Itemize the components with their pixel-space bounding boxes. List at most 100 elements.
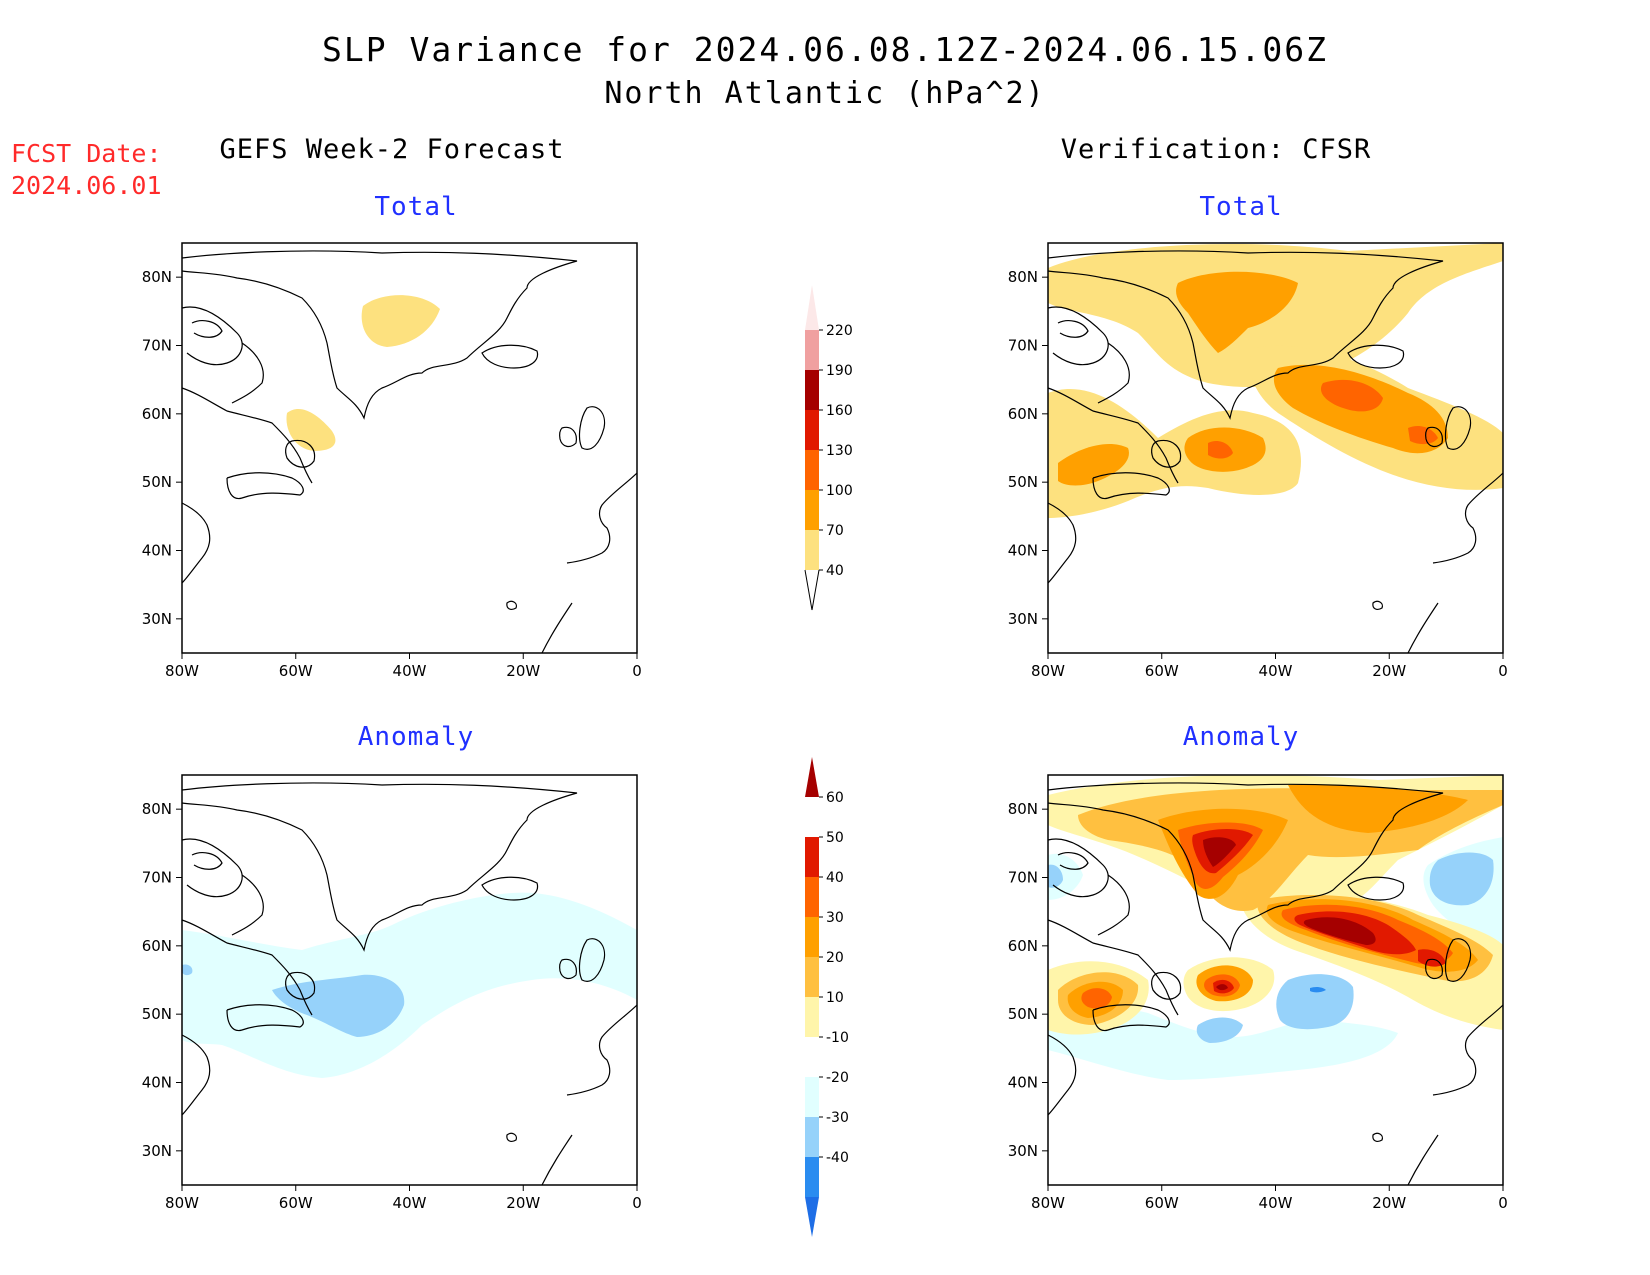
lat-tick-label: 30N <box>142 610 172 628</box>
colorbar-label: -20 <box>826 1070 849 1086</box>
coastline <box>226 472 304 500</box>
lon-tick-label: 20W <box>1372 1194 1406 1212</box>
colorbar-label: 70 <box>826 523 844 539</box>
colorbar-swatch <box>805 370 819 410</box>
coastline <box>1092 1004 1170 1032</box>
panel-title-verification-anomaly: Anomaly <box>1182 722 1300 752</box>
lon-tick-label: 40W <box>1259 662 1293 680</box>
coastline <box>481 344 539 369</box>
anomaly-region <box>272 974 405 1037</box>
coastline <box>226 1004 304 1032</box>
coastline <box>191 852 223 870</box>
plot-subtitle: North Atlantic (hPa^2) <box>604 76 1046 111</box>
coastline <box>181 306 243 366</box>
anomaly-shading <box>1048 775 1503 1080</box>
variance-region <box>1176 271 1298 353</box>
anomaly-region <box>1303 917 1376 945</box>
coastline <box>559 958 577 980</box>
coastline <box>1047 919 1179 1016</box>
lon-tick-label: 0 <box>632 662 642 680</box>
coastline <box>181 782 578 952</box>
colorbar-swatch <box>805 450 819 490</box>
colorbar-swatch <box>805 1077 819 1117</box>
anomaly-region <box>1048 864 1063 888</box>
anomaly-region <box>1288 784 1468 833</box>
colorbar-label: 20 <box>826 950 844 966</box>
colorbar-swatch <box>805 837 819 877</box>
colorbar-swatch <box>805 285 819 330</box>
colorbar-swatch <box>805 1157 819 1197</box>
coastline <box>1047 1034 1077 1116</box>
lat-tick-label: 70N <box>142 869 172 887</box>
coastline <box>559 426 577 448</box>
colorbar-swatch <box>805 330 819 370</box>
colorbar-swatch <box>805 410 819 450</box>
forecast-date-value: 2024.06.01 <box>11 171 162 200</box>
variance-region <box>1058 443 1129 486</box>
coastline <box>1425 958 1443 980</box>
lat-tick-label: 80N <box>1008 268 1038 286</box>
anomaly-region <box>182 964 193 976</box>
coastline <box>1097 874 1130 936</box>
panel-title-verification-total: Total <box>1199 192 1283 222</box>
lat-tick-label: 40N <box>142 1074 172 1092</box>
coastline <box>1407 602 1439 654</box>
coastline <box>541 602 573 654</box>
coastlines <box>1047 782 1504 1186</box>
coastline <box>1432 472 1504 564</box>
lat-tick-label: 60N <box>142 405 172 423</box>
anomaly-region <box>1081 988 1112 1009</box>
panel-title-forecast-anomaly: Anomaly <box>357 722 475 752</box>
variance-shading <box>1048 243 1503 518</box>
column-title-forecast: GEFS Week-2 Forecast <box>219 134 565 165</box>
coastlines <box>181 782 638 1186</box>
lon-tick-label: 0 <box>1498 1194 1508 1212</box>
coastline <box>181 387 313 484</box>
colorbar-swatch <box>805 1037 819 1077</box>
colorbar-swatch <box>805 757 819 797</box>
coastline <box>181 250 578 420</box>
colorbar-label: 30 <box>826 910 844 926</box>
colorbar-label: 40 <box>826 870 844 886</box>
coastline <box>181 1034 211 1116</box>
coastline <box>1372 1132 1383 1142</box>
variance-region <box>361 295 440 347</box>
coastline <box>191 320 223 338</box>
colorbar-swatch <box>805 997 819 1037</box>
lat-tick-label: 30N <box>1008 610 1038 628</box>
coastlines <box>181 250 638 654</box>
lat-tick-label: 70N <box>1008 337 1038 355</box>
lon-tick-label: 0 <box>632 1194 642 1212</box>
colorbar-label: 60 <box>826 790 844 806</box>
forecast-date: FCST Date: 2024.06.01 <box>11 138 162 202</box>
colorbar-swatch <box>805 917 819 957</box>
coastline <box>578 938 606 982</box>
colorbar-label: 130 <box>826 443 853 459</box>
colorbar-label: 220 <box>826 323 853 339</box>
coastline <box>231 874 264 936</box>
lon-tick-label: 80W <box>1031 662 1065 680</box>
variance-region <box>1320 379 1383 412</box>
lat-tick-label: 40N <box>142 542 172 560</box>
anomaly-region <box>1429 852 1494 906</box>
coastline <box>231 342 264 404</box>
map-verification-anomaly: 80N 70N 60N 50N 40N 30N 80W 60W 40W 20W 0 <box>1008 774 1508 1212</box>
anomaly-region <box>1196 1017 1243 1043</box>
panel-title-forecast-total: Total <box>374 192 458 222</box>
lon-tick-label: 20W <box>1372 662 1406 680</box>
coastline <box>506 1132 517 1142</box>
coastline <box>566 1004 638 1096</box>
colorbar-label: -30 <box>826 1110 849 1126</box>
lat-tick-label: 50N <box>142 473 172 491</box>
colorbar-swatch <box>805 530 819 570</box>
lat-tick-label: 50N <box>1008 473 1038 491</box>
coastline <box>1057 320 1089 338</box>
lat-tick-label: 50N <box>1008 1005 1038 1023</box>
coastline <box>1347 876 1405 901</box>
map-forecast-anomaly: 80N 70N 60N 50N 40N 30N 80W 60W 40W 20W 0 <box>142 774 642 1212</box>
coastline <box>1425 426 1443 448</box>
variance-region <box>1408 426 1438 445</box>
lat-tick-label: 80N <box>1008 800 1038 818</box>
variance-region <box>1208 441 1233 459</box>
anomaly-region <box>1310 986 1326 993</box>
